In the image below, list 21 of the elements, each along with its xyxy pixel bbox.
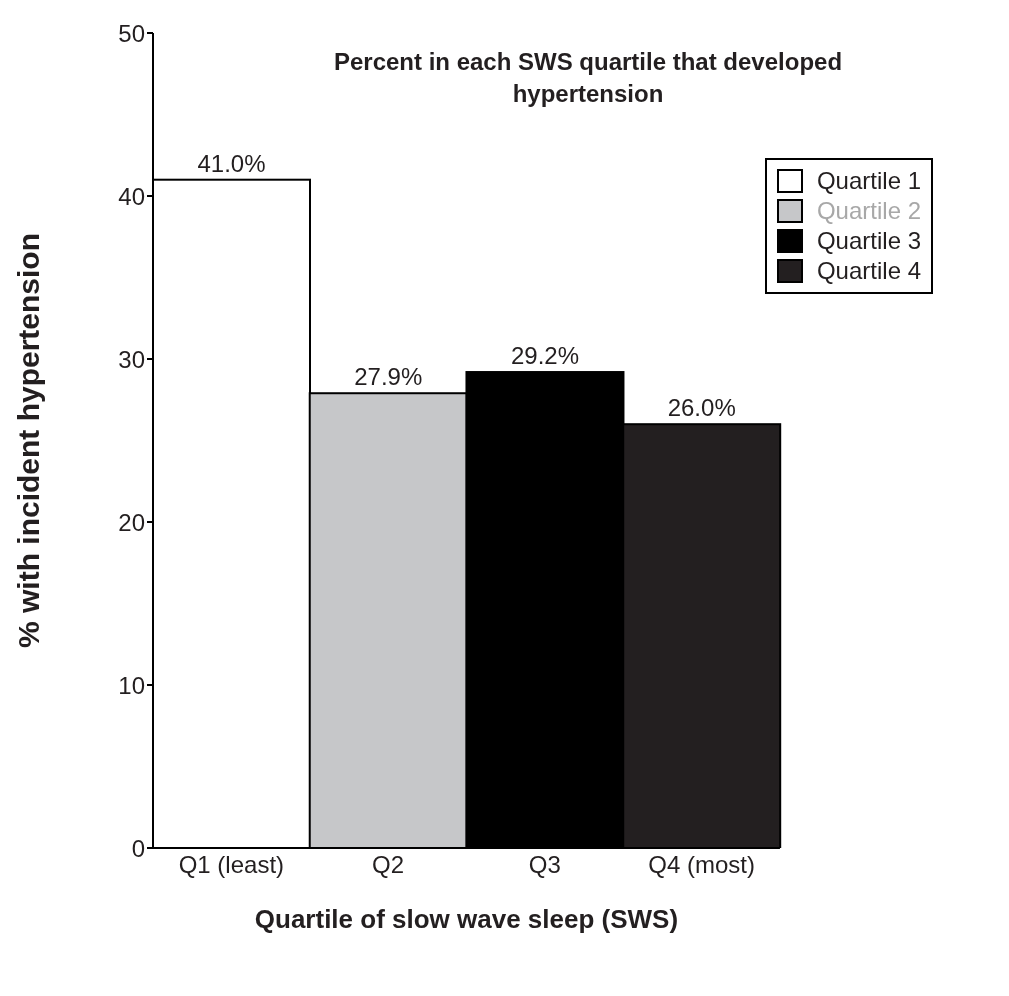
legend-label: Quartile 4 xyxy=(816,257,921,285)
x-tick-label: Q2 xyxy=(372,851,405,879)
data-label: 26.0% xyxy=(667,394,736,422)
text: Percent in each SWS quartile that developed hypertension xyxy=(332,47,844,109)
y-axis-title: % with incident hypertension xyxy=(11,232,45,649)
x-tick-label: Q4 (most) xyxy=(648,851,755,879)
data-label: 29.2% xyxy=(510,342,579,370)
x-tick-label: Q1 (least) xyxy=(178,851,285,879)
y-tick-label: 50 xyxy=(118,19,145,47)
y-tick-label: 20 xyxy=(118,508,145,536)
data-label: 41.0% xyxy=(197,149,266,177)
y-tick-label: 30 xyxy=(118,345,145,373)
legend-label: Quartile 2 xyxy=(816,197,921,225)
legend-label: Quartile 1 xyxy=(816,167,921,195)
y-tick-label: 40 xyxy=(118,182,145,210)
data-label: 27.9% xyxy=(354,363,423,391)
x-axis-title: Quartile of slow wave sleep (SWS) xyxy=(254,904,679,934)
x-tick-label: Q3 xyxy=(528,851,561,879)
y-tick-label: 10 xyxy=(118,671,145,699)
legend-label: Quartile 3 xyxy=(816,227,921,255)
y-tick-label: 0 xyxy=(131,834,145,862)
